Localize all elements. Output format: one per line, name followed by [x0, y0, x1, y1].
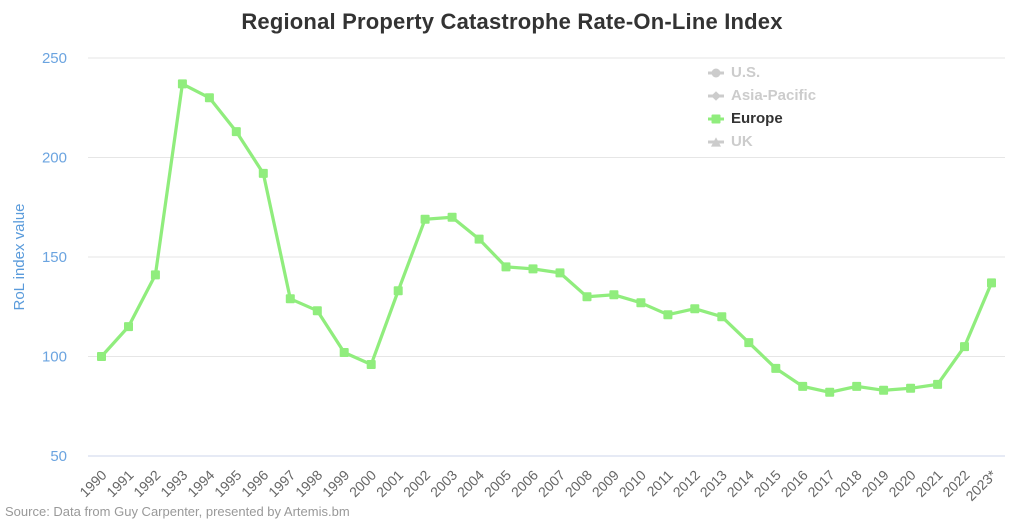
xtick-2015: 2015 — [751, 467, 784, 500]
xtick-2016: 2016 — [777, 467, 810, 500]
data-point-2014[interactable] — [744, 338, 754, 348]
data-point-2019[interactable] — [879, 385, 889, 395]
ytick-100: 100 — [42, 349, 67, 366]
data-point-2023*[interactable] — [987, 278, 996, 288]
data-point-2009[interactable] — [609, 290, 619, 300]
xtick-2001: 2001 — [373, 467, 406, 500]
xtick-2018: 2018 — [831, 467, 864, 500]
xtick-1994: 1994 — [184, 467, 217, 500]
data-point-2018[interactable] — [852, 381, 862, 391]
xtick-2000: 2000 — [346, 467, 379, 500]
xtick-1995: 1995 — [211, 467, 244, 500]
series-line-europe — [99, 82, 994, 394]
ytick-200: 200 — [42, 150, 67, 167]
data-point-2013[interactable] — [717, 312, 727, 322]
source-note: Source: Data from Guy Carpenter, present… — [5, 504, 350, 519]
legend-item-europe[interactable]: Europe — [708, 107, 816, 130]
legend-label-uk: UK — [731, 133, 753, 150]
xtick-2017: 2017 — [804, 467, 837, 500]
data-point-2011[interactable] — [663, 310, 673, 320]
data-point-2001[interactable] — [393, 286, 403, 296]
xtick-2020: 2020 — [885, 467, 918, 500]
data-point-2000[interactable] — [366, 360, 376, 369]
data-point-1995[interactable] — [231, 127, 241, 137]
xtick-1999: 1999 — [319, 467, 352, 500]
xtick-2005: 2005 — [481, 467, 514, 500]
data-point-2012[interactable] — [690, 304, 700, 314]
data-point-1993[interactable] — [177, 79, 187, 89]
data-point-2003[interactable] — [447, 212, 457, 222]
xtick-1996: 1996 — [238, 467, 271, 500]
xtick-2013: 2013 — [697, 467, 730, 500]
legend-item-uk[interactable]: UK — [708, 130, 816, 153]
xtick-1998: 1998 — [292, 467, 325, 500]
xtick-2008: 2008 — [562, 467, 595, 500]
xtick-2010: 2010 — [616, 467, 649, 500]
asia-pacific-diamond-marker-icon — [708, 90, 724, 101]
xtick-2012: 2012 — [670, 467, 703, 500]
xtick-1990: 1990 — [76, 467, 109, 500]
data-point-2017[interactable] — [825, 387, 835, 397]
xtick-2019: 2019 — [858, 467, 891, 500]
data-point-2005[interactable] — [501, 262, 511, 272]
legend-item-us[interactable]: U.S. — [708, 61, 816, 84]
xtick-2023*: 2023* — [962, 466, 1000, 504]
data-point-2021[interactable] — [933, 379, 943, 389]
xtick-2014: 2014 — [724, 467, 757, 500]
data-point-1998[interactable] — [312, 306, 322, 316]
xtick-2009: 2009 — [589, 467, 622, 500]
data-point-2004[interactable] — [474, 234, 484, 244]
ytick-250: 250 — [42, 50, 67, 67]
data-point-2010[interactable] — [636, 298, 646, 308]
ytick-50: 50 — [50, 448, 67, 465]
data-point-2016[interactable] — [798, 381, 808, 391]
data-point-2008[interactable] — [582, 292, 592, 302]
legend-item-asia-pacific[interactable]: Asia-Pacific — [708, 84, 816, 107]
xtick-2004: 2004 — [454, 467, 487, 500]
uk-triangle-marker-icon — [708, 136, 724, 147]
ytick-150: 150 — [42, 249, 67, 266]
y-axis-title: RoL index value — [11, 203, 28, 310]
legend-label-asia-pacific: Asia-Pacific — [731, 87, 817, 104]
data-point-1991[interactable] — [124, 322, 133, 332]
data-point-1990[interactable] — [97, 352, 106, 361]
legend: U.S. Asia-Pacific Europe UK — [708, 61, 816, 153]
data-point-2002[interactable] — [420, 214, 430, 224]
xtick-2002: 2002 — [400, 467, 433, 500]
data-point-2015[interactable] — [771, 363, 781, 373]
xtick-2021: 2021 — [912, 467, 945, 500]
xtick-2006: 2006 — [508, 467, 541, 500]
xtick-1993: 1993 — [157, 467, 190, 500]
chart-title: Regional Property Catastrophe Rate-On-Li… — [241, 9, 783, 34]
data-point-2007[interactable] — [555, 268, 565, 278]
data-point-1994[interactable] — [204, 93, 214, 103]
xtick-2003: 2003 — [427, 467, 460, 500]
data-point-2006[interactable] — [528, 264, 538, 274]
xtick-1992: 1992 — [130, 467, 163, 500]
europe-square-marker-icon — [708, 114, 724, 123]
data-point-1992[interactable] — [150, 270, 160, 280]
us-circle-marker-icon — [708, 68, 724, 77]
xtick-2007: 2007 — [535, 467, 568, 500]
xtick-2011: 2011 — [643, 467, 676, 500]
data-point-2020[interactable] — [906, 383, 916, 393]
xtick-1991: 1991 — [103, 467, 136, 500]
data-point-2022[interactable] — [960, 342, 969, 352]
data-point-1999[interactable] — [339, 348, 349, 357]
data-point-1996[interactable] — [258, 168, 268, 178]
xtick-1997: 1997 — [265, 467, 298, 500]
legend-label-us: U.S. — [731, 64, 761, 81]
data-point-1997[interactable] — [285, 294, 295, 304]
legend-label-europe: Europe — [731, 110, 783, 127]
